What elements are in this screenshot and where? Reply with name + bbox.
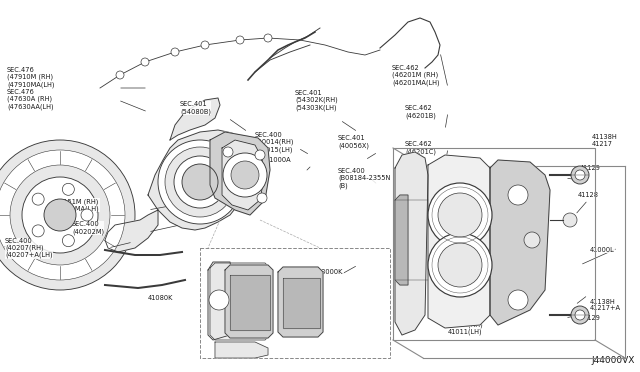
Bar — [393, 148, 595, 340]
Circle shape — [508, 290, 528, 310]
Circle shape — [223, 153, 267, 197]
Circle shape — [428, 233, 492, 297]
Circle shape — [165, 147, 235, 217]
Circle shape — [116, 71, 124, 79]
Text: 41138H
41217: 41138H 41217 — [592, 134, 618, 147]
Circle shape — [62, 183, 74, 195]
Circle shape — [508, 185, 528, 205]
Text: SEC.401
(54302K(RH)
(54303K(LH): SEC.401 (54302K(RH) (54303K(LH) — [295, 90, 338, 110]
Text: 41121: 41121 — [505, 215, 526, 221]
Text: SEC.462
(46201D): SEC.462 (46201D) — [405, 201, 436, 215]
Circle shape — [182, 164, 218, 200]
Text: SEC.476
(47910M (RH)
(47910MA(LH)
SEC.476
(47630A (RH)
(47630AA(LH): SEC.476 (47910M (RH) (47910MA(LH) SEC.47… — [7, 67, 54, 109]
Circle shape — [236, 36, 244, 44]
Circle shape — [428, 183, 492, 247]
Circle shape — [575, 170, 585, 180]
Circle shape — [264, 34, 272, 42]
Circle shape — [257, 193, 267, 203]
Circle shape — [255, 150, 265, 160]
Polygon shape — [225, 265, 273, 338]
Text: SEC.400
(40202M): SEC.400 (40202M) — [72, 221, 104, 235]
Text: 41151M (RH)
41151MA(LH): 41151M (RH) 41151MA(LH) — [55, 198, 100, 212]
Circle shape — [201, 41, 209, 49]
Circle shape — [0, 140, 135, 290]
Text: SEC.462
(46201M (RH)
(46201MA(LH): SEC.462 (46201M (RH) (46201MA(LH) — [392, 64, 440, 86]
Circle shape — [158, 140, 242, 224]
Circle shape — [571, 166, 589, 184]
Text: 41129: 41129 — [580, 165, 601, 171]
Text: 41138H
41217+A: 41138H 41217+A — [590, 298, 621, 311]
Polygon shape — [148, 130, 248, 230]
Text: SEC.401
(40056X): SEC.401 (40056X) — [338, 135, 369, 149]
Circle shape — [32, 193, 44, 205]
Text: 41080K: 41080K — [148, 295, 173, 301]
Circle shape — [22, 177, 98, 253]
Polygon shape — [428, 155, 490, 328]
Circle shape — [231, 161, 259, 189]
Text: 41000L: 41000L — [590, 247, 615, 253]
Text: 43000K: 43000K — [318, 269, 344, 275]
Circle shape — [223, 147, 233, 157]
Text: SEC.462
(46201B): SEC.462 (46201B) — [405, 105, 436, 119]
Polygon shape — [230, 275, 270, 330]
Circle shape — [438, 193, 482, 237]
Circle shape — [32, 225, 44, 237]
Circle shape — [524, 232, 540, 248]
Polygon shape — [395, 195, 408, 285]
Circle shape — [44, 199, 76, 231]
Circle shape — [575, 310, 585, 320]
Text: SEC.400
(B08184-2355N
(B): SEC.400 (B08184-2355N (B) — [338, 167, 390, 189]
Text: 41129: 41129 — [580, 315, 601, 321]
Polygon shape — [210, 132, 270, 215]
Circle shape — [571, 306, 589, 324]
Polygon shape — [490, 160, 550, 325]
Circle shape — [209, 290, 229, 310]
Circle shape — [438, 243, 482, 287]
Polygon shape — [208, 262, 233, 340]
Polygon shape — [215, 342, 268, 358]
Polygon shape — [210, 263, 270, 340]
Circle shape — [62, 235, 74, 247]
Text: SEC.401
(54080B): SEC.401 (54080B) — [180, 101, 211, 115]
Text: SEC.462
(46201C): SEC.462 (46201C) — [405, 141, 436, 155]
Circle shape — [563, 213, 577, 227]
Text: 41000A: 41000A — [266, 157, 292, 163]
Polygon shape — [395, 152, 428, 335]
Circle shape — [10, 165, 110, 265]
Text: SEC.400
(40207(RH)
(40207+A(LH): SEC.400 (40207(RH) (40207+A(LH) — [5, 237, 52, 259]
Polygon shape — [278, 267, 323, 337]
Text: SEC.400
(40014(RH)
(40015(LH): SEC.400 (40014(RH) (40015(LH) — [255, 131, 294, 153]
Circle shape — [171, 48, 179, 56]
Polygon shape — [222, 140, 264, 210]
Circle shape — [141, 58, 149, 66]
Bar — [200, 248, 390, 358]
Polygon shape — [283, 278, 320, 328]
Circle shape — [174, 156, 226, 208]
Polygon shape — [170, 98, 220, 140]
Text: 41001(RH)
41011(LH): 41001(RH) 41011(LH) — [448, 321, 484, 335]
Text: SEC.462
(46201D): SEC.462 (46201D) — [405, 171, 436, 185]
Text: 41128: 41128 — [578, 192, 599, 198]
Polygon shape — [105, 210, 158, 252]
Circle shape — [0, 150, 125, 280]
Text: J44000VX: J44000VX — [591, 356, 635, 365]
Circle shape — [81, 209, 93, 221]
